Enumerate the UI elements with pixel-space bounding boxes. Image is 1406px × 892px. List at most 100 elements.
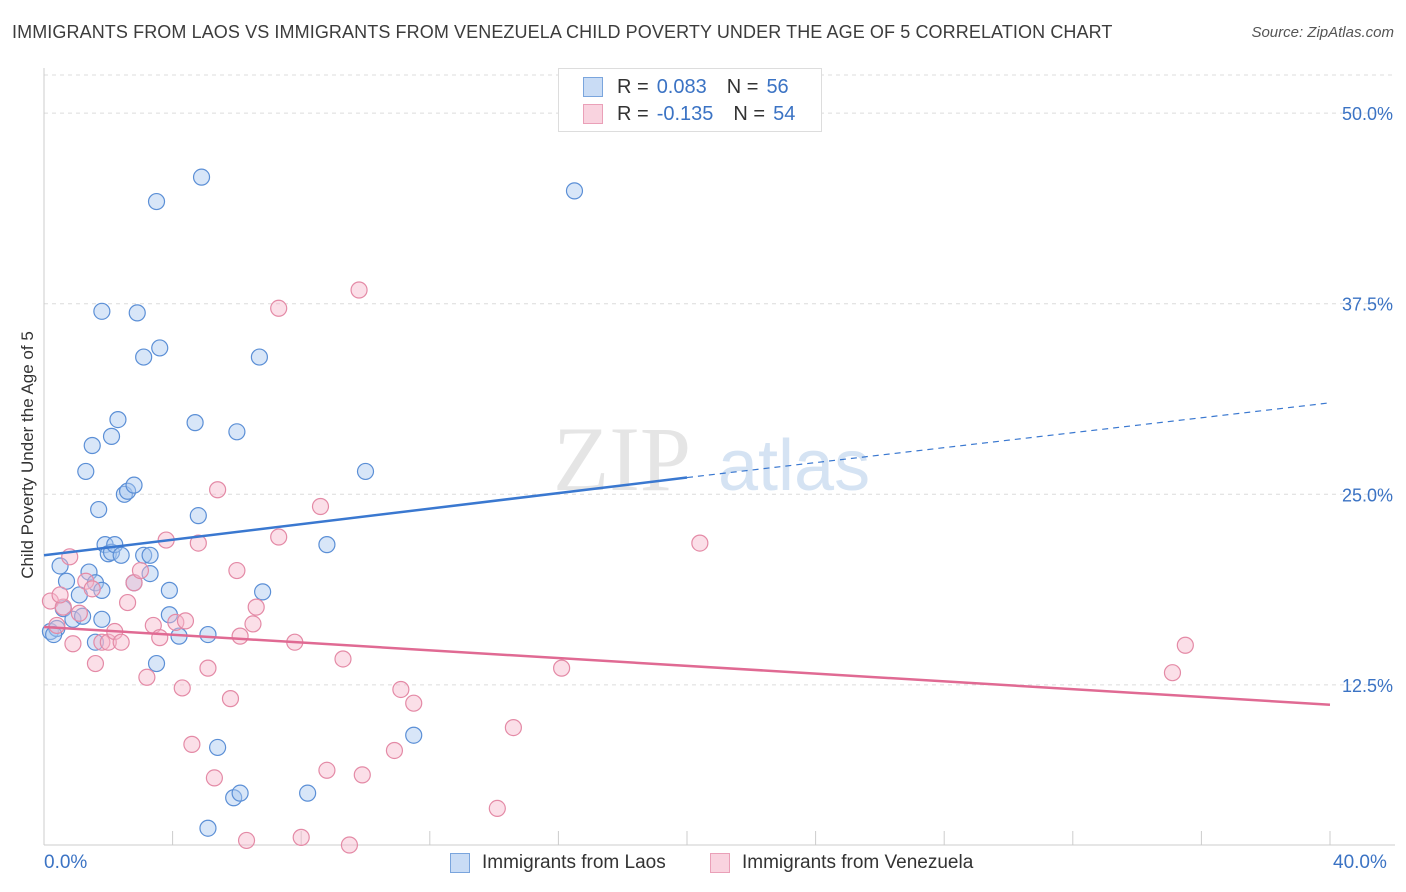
laos-point (112, 546, 130, 564)
laos-point (199, 819, 217, 837)
venezuela-trend-line (43, 625, 1331, 706)
laos-point (73, 607, 92, 625)
gridlines (44, 74, 1395, 686)
laos-point (141, 546, 159, 564)
y-tick-labels: 12.5% 25.0% 37.5% 50.0% (1342, 104, 1393, 696)
venezuela-point (83, 580, 101, 598)
laos-point (299, 784, 317, 802)
venezuela-point (1176, 636, 1194, 654)
venezuela-point (199, 659, 217, 677)
legend-row-venezuela: R = -0.135 N = 54 (583, 101, 795, 127)
laos-trend-line (43, 476, 688, 557)
laos-point (189, 507, 207, 525)
trend-lines (43, 402, 1331, 706)
n-value-venezuela: 54 (773, 102, 796, 125)
laos-point (356, 462, 375, 481)
laos-point (135, 348, 153, 366)
venezuela-point (118, 593, 137, 612)
r-value-venezuela: -0.135 (656, 102, 714, 125)
venezuela-point (405, 694, 423, 712)
venezuela-point (112, 633, 130, 651)
r-label: R = (617, 102, 649, 125)
venezuela-point (334, 650, 352, 668)
r-label: R = (617, 75, 649, 98)
venezuela-point (385, 741, 404, 760)
venezuela-point (340, 836, 359, 854)
venezuela-point (93, 633, 111, 651)
venezuela-point (247, 598, 265, 616)
laos-point (93, 302, 111, 320)
venezuela-point (51, 586, 69, 604)
venezuela-points (41, 281, 1194, 854)
venezuela-point (151, 629, 169, 647)
venezuela-point (1163, 664, 1182, 682)
venezuela-point (173, 679, 191, 697)
laos-point (147, 192, 166, 211)
y-tick-label: 50.0% (1342, 104, 1393, 124)
laos-point (125, 476, 143, 494)
laos-point (565, 182, 584, 200)
laos-point (102, 427, 121, 445)
correlation-legend: R = 0.083 N = 56 R = -0.135 N = 54 (558, 68, 822, 132)
y-tick-label: 25.0% (1342, 485, 1393, 505)
laos-point (192, 168, 211, 186)
venezuela-point (350, 281, 368, 299)
laos-point (93, 610, 111, 628)
venezuela-point (231, 627, 249, 645)
laos-point (199, 625, 217, 644)
n-label: N = (733, 102, 766, 125)
n-label: N = (726, 75, 759, 98)
venezuela-point (292, 828, 310, 846)
chart-title: IMMIGRANTS FROM LAOS VS IMMIGRANTS FROM … (12, 22, 1113, 42)
venezuela-point (131, 561, 150, 580)
laos-point (209, 738, 227, 757)
y-tick-label: 37.5% (1342, 295, 1393, 315)
venezuela-point (504, 718, 522, 737)
watermark-atlas: atlas (718, 426, 870, 506)
laos-point (83, 436, 101, 455)
venezuela-point (99, 633, 117, 651)
laos-point (90, 500, 108, 519)
laos-point (228, 423, 246, 441)
venezuela-point (270, 299, 288, 317)
laos-legend-swatch (450, 853, 470, 873)
laos-point (77, 462, 95, 481)
laos-point (128, 304, 146, 322)
laos-points (41, 168, 584, 837)
venezuela-swatch (583, 104, 603, 124)
venezuela-point (138, 668, 156, 686)
y-tick-label: 12.5% (1342, 676, 1393, 696)
legend-label-laos: Immigrants from Laos (482, 852, 666, 873)
venezuela-point (488, 799, 506, 818)
venezuela-point (205, 769, 223, 787)
venezuela-point (86, 654, 105, 673)
venezuela-point (176, 612, 195, 630)
laos-point (405, 726, 423, 744)
venezuela-point (183, 735, 201, 753)
venezuela-point (353, 766, 371, 784)
legend-item-venezuela: Immigrants from Venezuela (710, 852, 973, 874)
laos-point (186, 414, 204, 432)
venezuela-point (70, 604, 88, 622)
laos-point (147, 654, 166, 673)
venezuela-point (237, 831, 256, 850)
x-tick-min: 0.0% (44, 852, 88, 873)
venezuela-point (392, 680, 410, 699)
venezuela-point (691, 534, 709, 552)
venezuela-point (189, 534, 207, 552)
venezuela-point (553, 659, 571, 677)
venezuela-point (270, 528, 288, 546)
laos-point (86, 633, 105, 651)
laos-point (118, 482, 137, 500)
laos-point (254, 583, 272, 601)
laos-point (109, 410, 127, 429)
n-value-laos: 56 (766, 75, 789, 98)
venezuela-point (221, 690, 240, 708)
laos-point (231, 784, 249, 802)
legend-row-laos: R = 0.083 N = 56 (583, 74, 789, 100)
laos-point (64, 610, 82, 628)
venezuela-point (48, 616, 66, 635)
venezuela-point (209, 481, 227, 499)
laos-point (250, 348, 269, 366)
venezuela-point (311, 497, 330, 516)
